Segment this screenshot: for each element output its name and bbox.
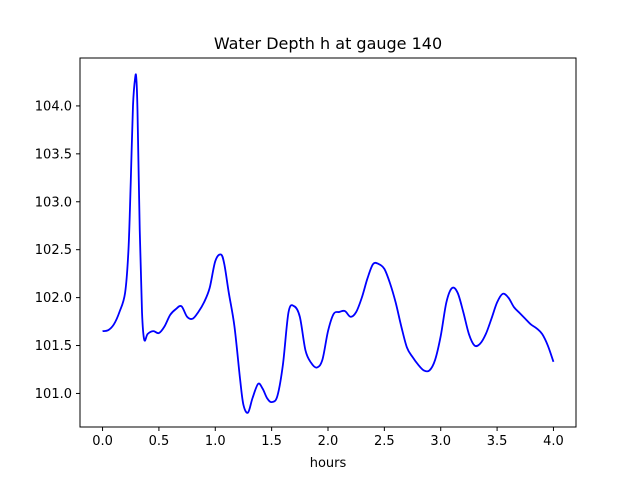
- x-tick-label: 3.0: [430, 434, 451, 449]
- y-tick-label: 103.5: [35, 147, 72, 162]
- y-tick-label: 103.0: [35, 195, 72, 210]
- series-line: [102, 73, 555, 414]
- x-axis-label: hours: [310, 456, 347, 471]
- plot-area-frame: [79, 57, 577, 428]
- x-tick-label: 1.0: [205, 434, 226, 449]
- x-tick-label: 0.0: [92, 434, 113, 449]
- chart-title: Water Depth h at gauge 140: [214, 34, 442, 53]
- y-tick-label: 102.0: [35, 291, 72, 306]
- y-tick-label: 102.5: [35, 243, 72, 258]
- x-tick-label: 4.0: [543, 434, 564, 449]
- x-tick-label: 1.5: [261, 434, 282, 449]
- x-tick-label: 3.5: [487, 434, 508, 449]
- x-tick-label: 2.0: [318, 434, 339, 449]
- plot-marks: 0.0 0.5 1.0 1.5 2.0 2.5 3.0 3.5 4.0 101.0 101.5 102…: [35, 73, 564, 449]
- x-tick-label: 0.5: [149, 434, 170, 449]
- y-tick-label: 101.0: [35, 387, 72, 402]
- y-tick-label: 101.5: [35, 339, 72, 354]
- y-tick-label: 104.0: [35, 99, 72, 114]
- x-tick-label: 2.5: [374, 434, 395, 449]
